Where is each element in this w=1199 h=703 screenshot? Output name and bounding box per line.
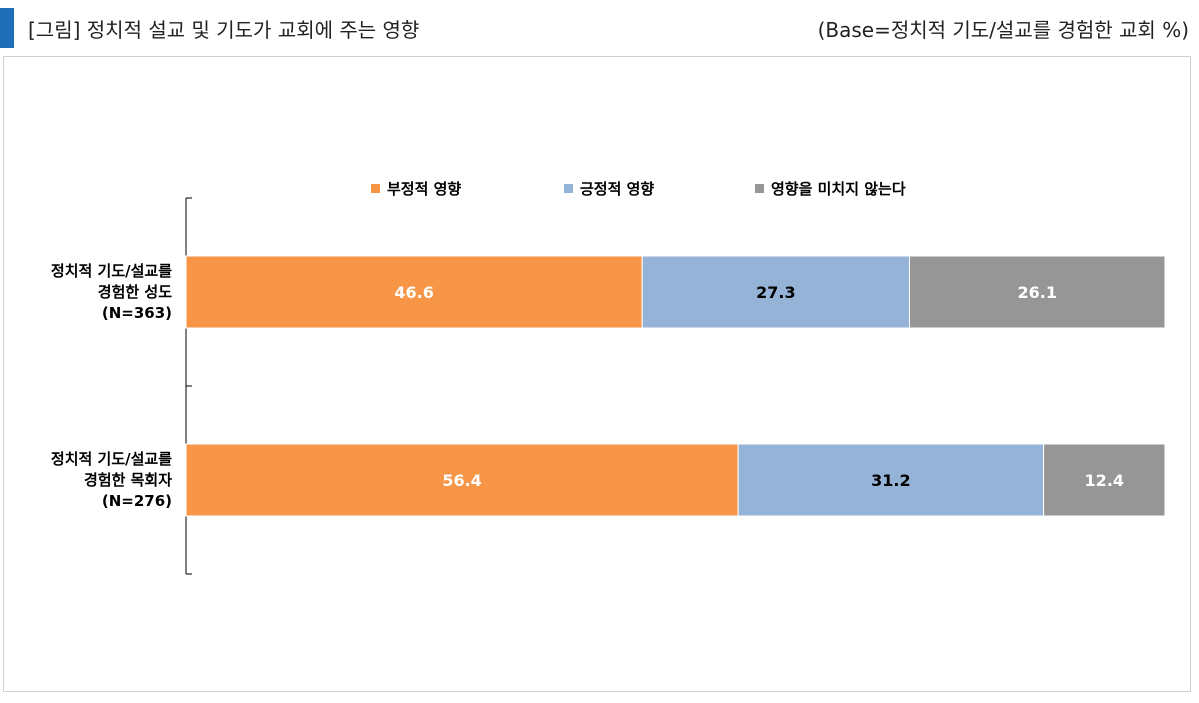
bar-segment: [908, 255, 1166, 329]
category-label: 정치적 기도/설교를: [51, 450, 172, 468]
figure-title: [그림] 정치적 설교 및 기도가 교회에 주는 영향: [28, 18, 420, 42]
chart-frame: 부정적 영향 긍정적 영향 영향을 미치지 않는다 46.6 27.3 26.1 정치적 기…: [3, 56, 1191, 692]
category-label: 경험한 목회자: [84, 471, 172, 489]
data-label: 31.2: [871, 471, 910, 490]
legend-label: 부정적 영향: [387, 180, 461, 198]
bar-segment: [185, 443, 739, 517]
data-label: 46.6: [394, 283, 433, 302]
category-label: (N=276): [102, 492, 172, 510]
data-label: 12.4: [1085, 471, 1124, 490]
legend-swatch: [371, 184, 380, 193]
base-note: (Base=정치적 기도/설교를 경험한 교회 %): [817, 18, 1189, 42]
stacked-bar-chart: 부정적 영향 긍정적 영향 영향을 미치지 않는다 46.6 27.3 26.1 정치적 기…: [51, 180, 1166, 575]
legend-label: 긍정적 영향: [580, 180, 654, 198]
legend-swatch: [755, 184, 764, 193]
title-bar: [그림] 정치적 설교 및 기도가 교회에 주는 영향 (Base=정치적 기도…: [0, 0, 1199, 56]
bar-segment: [641, 255, 910, 329]
title-accent-bar: [0, 8, 14, 48]
legend-swatch: [564, 184, 573, 193]
category-label: 경험한 성도: [98, 283, 172, 301]
bar-segment: [1043, 443, 1166, 517]
legend-label: 영향을 미치지 않는다: [771, 180, 906, 198]
bar-segment: [737, 443, 1045, 517]
bar-segment: [185, 255, 643, 329]
data-label: 27.3: [756, 283, 795, 302]
data-label: 56.4: [442, 471, 481, 490]
data-label: 26.1: [1017, 283, 1056, 302]
category-label: 정치적 기도/설교를: [51, 262, 172, 280]
category-label: (N=363): [102, 304, 172, 322]
